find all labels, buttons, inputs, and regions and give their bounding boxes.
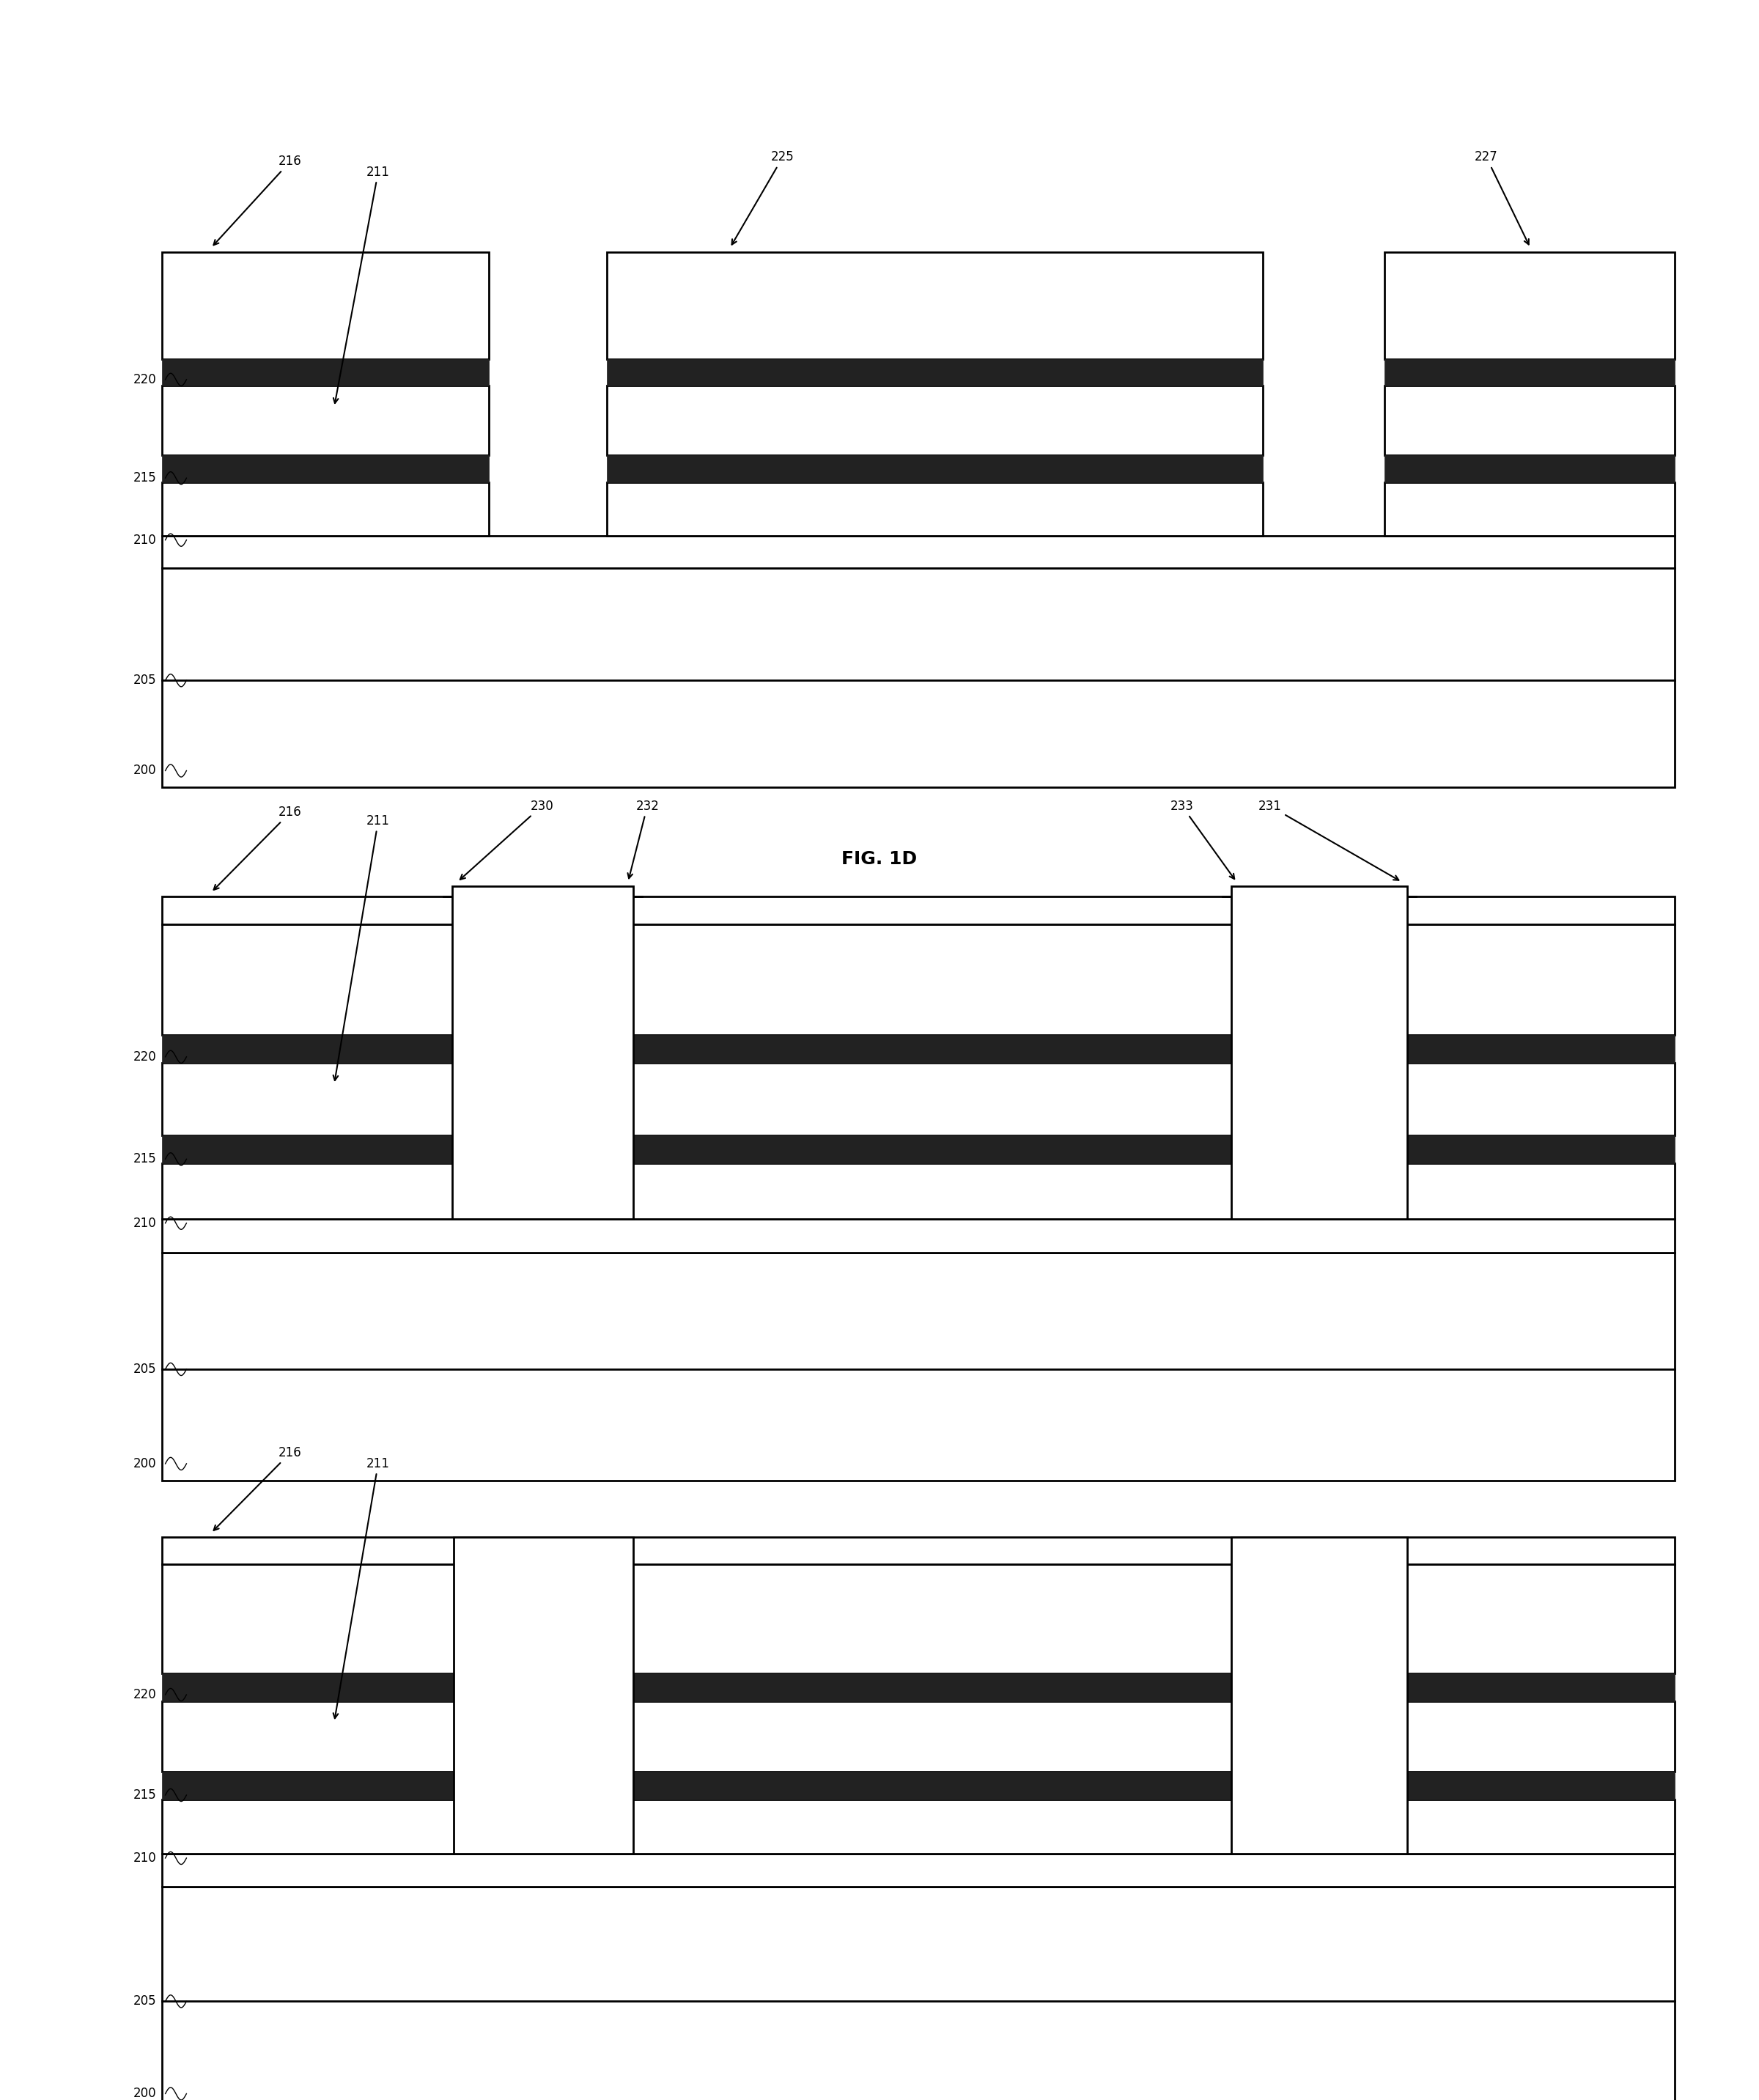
Text: 215: 215 — [134, 1789, 157, 1802]
Text: 205: 205 — [134, 674, 157, 687]
Bar — [1384, 456, 1675, 483]
Bar — [607, 1136, 1263, 1163]
Text: 200: 200 — [134, 764, 157, 777]
Bar — [607, 1674, 1263, 1701]
Bar — [1231, 886, 1407, 1218]
Bar — [162, 1035, 489, 1063]
Text: 210: 210 — [134, 533, 157, 546]
Bar — [1384, 1701, 1675, 1772]
Text: FIG. 1D: FIG. 1D — [843, 850, 916, 867]
Bar — [1384, 1565, 1675, 1674]
Bar — [607, 386, 1263, 456]
Text: 216: 216 — [213, 1447, 303, 1531]
Bar — [162, 483, 489, 536]
Bar — [607, 1565, 1263, 1674]
Text: 211: 211 — [334, 166, 390, 403]
Bar — [1231, 1537, 1407, 1854]
Text: 200: 200 — [134, 1457, 157, 1470]
Bar — [607, 1063, 1263, 1136]
Bar — [607, 1701, 1263, 1772]
Bar — [162, 252, 489, 359]
Text: 220: 220 — [134, 1050, 157, 1063]
Text: 225: 225 — [732, 151, 795, 244]
Text: 210: 210 — [134, 1852, 157, 1865]
Bar — [162, 1252, 1675, 1480]
Bar — [1384, 1674, 1675, 1701]
Text: 205: 205 — [134, 1363, 157, 1376]
Text: 232: 232 — [628, 800, 660, 878]
Bar — [162, 1565, 489, 1674]
Text: 200: 200 — [134, 2087, 157, 2100]
Text: 231: 231 — [1258, 800, 1398, 880]
Bar — [1384, 252, 1675, 359]
Bar — [162, 536, 1675, 567]
Bar — [1384, 1063, 1675, 1136]
Text: 215: 215 — [134, 472, 157, 485]
Bar — [162, 1218, 1675, 1252]
Bar — [162, 456, 489, 483]
Bar — [1384, 1136, 1675, 1163]
Bar — [607, 1800, 1263, 1854]
Bar — [162, 1886, 1675, 2100]
Text: 230: 230 — [461, 800, 554, 880]
Text: 220: 220 — [134, 374, 157, 386]
Bar — [607, 1035, 1263, 1063]
Text: 220: 220 — [134, 1688, 157, 1701]
Bar — [162, 897, 1675, 924]
Bar — [607, 924, 1263, 1035]
Bar — [162, 1854, 1675, 1886]
Bar — [162, 1800, 489, 1854]
Bar — [1384, 1163, 1675, 1218]
Text: 211: 211 — [332, 1457, 390, 1718]
Text: 211: 211 — [332, 815, 390, 1079]
Bar — [162, 1163, 489, 1218]
Bar — [162, 1537, 1675, 1564]
Bar — [162, 924, 489, 1035]
Bar — [1384, 483, 1675, 536]
Bar — [162, 359, 489, 386]
Bar — [1384, 386, 1675, 456]
Bar — [607, 483, 1263, 536]
Bar — [1384, 1035, 1675, 1063]
Bar — [162, 1063, 489, 1136]
Text: 205: 205 — [134, 1995, 157, 2008]
Bar — [452, 886, 633, 1218]
Bar — [607, 1772, 1263, 1800]
Bar — [607, 359, 1263, 386]
Bar — [1384, 1800, 1675, 1854]
Bar — [162, 1674, 489, 1701]
Bar — [1384, 924, 1675, 1035]
Text: 227: 227 — [1474, 151, 1529, 244]
Bar — [454, 1537, 633, 1854]
Bar — [162, 386, 489, 456]
Bar — [162, 567, 1675, 788]
Text: FIG. 1E: FIG. 1E — [843, 1548, 916, 1565]
Bar — [162, 1701, 489, 1772]
Bar — [1384, 359, 1675, 386]
Text: 216: 216 — [213, 806, 303, 890]
Bar — [607, 456, 1263, 483]
Bar — [607, 252, 1263, 359]
Bar — [162, 1136, 489, 1163]
Bar — [1384, 1772, 1675, 1800]
Bar — [162, 1772, 489, 1800]
Text: 233: 233 — [1170, 800, 1235, 880]
Bar — [607, 1163, 1263, 1218]
Text: 215: 215 — [134, 1153, 157, 1166]
Text: 210: 210 — [134, 1216, 157, 1231]
Text: 216: 216 — [213, 155, 303, 246]
